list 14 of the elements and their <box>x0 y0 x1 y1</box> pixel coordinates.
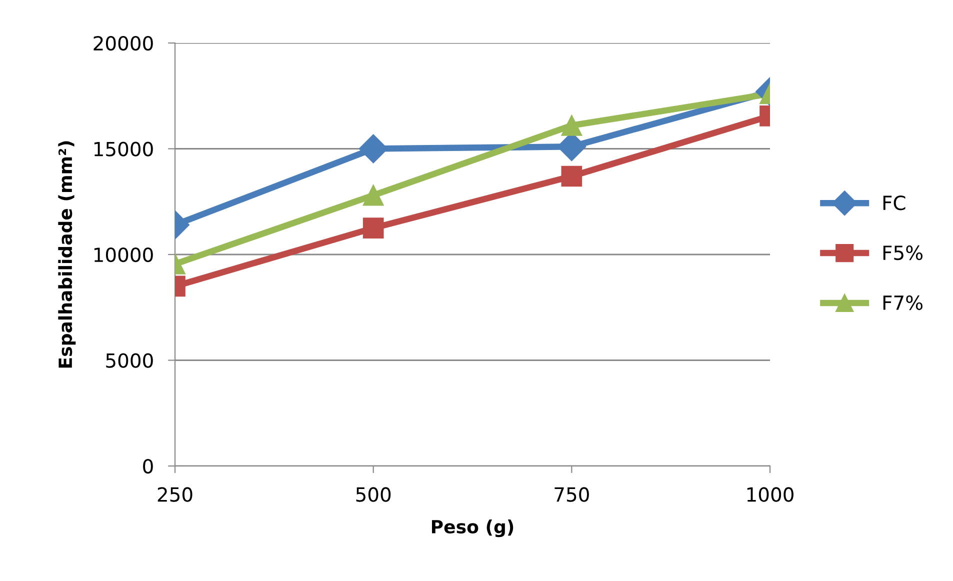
x-axis-title: Peso (g) <box>432 520 514 538</box>
y-tick-label: 10000 <box>94 247 153 262</box>
y-tick-label: 20000 <box>94 36 153 51</box>
x-tick-label: 1000 <box>747 487 794 502</box>
legend-label: FC <box>883 196 906 210</box>
y-tick-label: 0 <box>143 458 153 474</box>
y-tick-label: 5000 <box>106 353 153 368</box>
x-tick-label: 250 <box>158 487 192 502</box>
x-tick-label: 500 <box>356 487 391 502</box>
legend-label: F5% <box>883 245 922 260</box>
y-axis-title: Espalhabilidade (mm²) <box>58 141 76 368</box>
x-tick-label: 750 <box>554 487 589 502</box>
y-tick-label: 15000 <box>94 142 153 156</box>
legend-label: F7% <box>883 295 922 310</box>
